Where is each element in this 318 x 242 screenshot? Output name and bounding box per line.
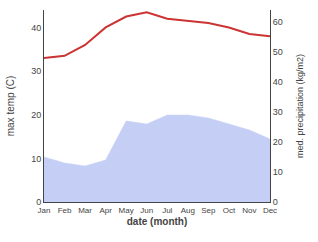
svg-text:60: 60 (273, 17, 283, 27)
svg-text:Nov: Nov (242, 206, 256, 215)
svg-text:0: 0 (273, 197, 278, 207)
svg-text:Jul: Jul (162, 206, 172, 215)
svg-text:Apr: Apr (99, 206, 112, 215)
svg-text:50: 50 (273, 47, 283, 57)
svg-text:Aug: Aug (181, 206, 195, 215)
svg-text:30: 30 (31, 66, 41, 76)
svg-text:20: 20 (31, 110, 41, 120)
svg-text:10: 10 (31, 154, 41, 164)
svg-text:Oct: Oct (223, 206, 236, 215)
svg-text:Mar: Mar (78, 206, 92, 215)
svg-text:Sep: Sep (201, 206, 216, 215)
svg-text:med. precipitation (kg/m2): med. precipitation (kg/m2) (295, 54, 305, 158)
svg-text:max temp (C): max temp (C) (5, 76, 16, 137)
svg-text:May: May (119, 206, 134, 215)
svg-text:date (month): date (month) (127, 216, 188, 227)
svg-text:Jan: Jan (38, 206, 51, 215)
svg-text:30: 30 (273, 107, 283, 117)
svg-text:40: 40 (273, 77, 283, 87)
svg-text:Feb: Feb (58, 206, 72, 215)
svg-text:20: 20 (273, 137, 283, 147)
svg-text:Dec: Dec (263, 206, 277, 215)
svg-text:40: 40 (31, 23, 41, 33)
svg-text:10: 10 (273, 167, 283, 177)
svg-text:Jun: Jun (140, 206, 153, 215)
svg-text:0: 0 (36, 197, 41, 207)
